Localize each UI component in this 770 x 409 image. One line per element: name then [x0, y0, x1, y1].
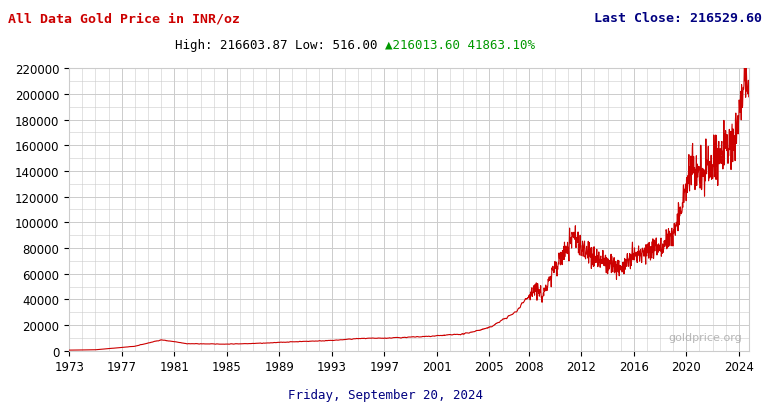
Text: Friday, September 20, 2024: Friday, September 20, 2024 [287, 388, 483, 401]
Text: High: 216603.87 Low: 516.00: High: 216603.87 Low: 516.00 [175, 39, 385, 52]
Text: All Data Gold Price in INR/oz: All Data Gold Price in INR/oz [8, 12, 239, 25]
Text: ▲216013.60 41863.10%: ▲216013.60 41863.10% [385, 39, 535, 52]
Text: Last Close: 216529.60: Last Close: 216529.60 [594, 12, 762, 25]
Text: goldprice.org: goldprice.org [668, 333, 742, 342]
